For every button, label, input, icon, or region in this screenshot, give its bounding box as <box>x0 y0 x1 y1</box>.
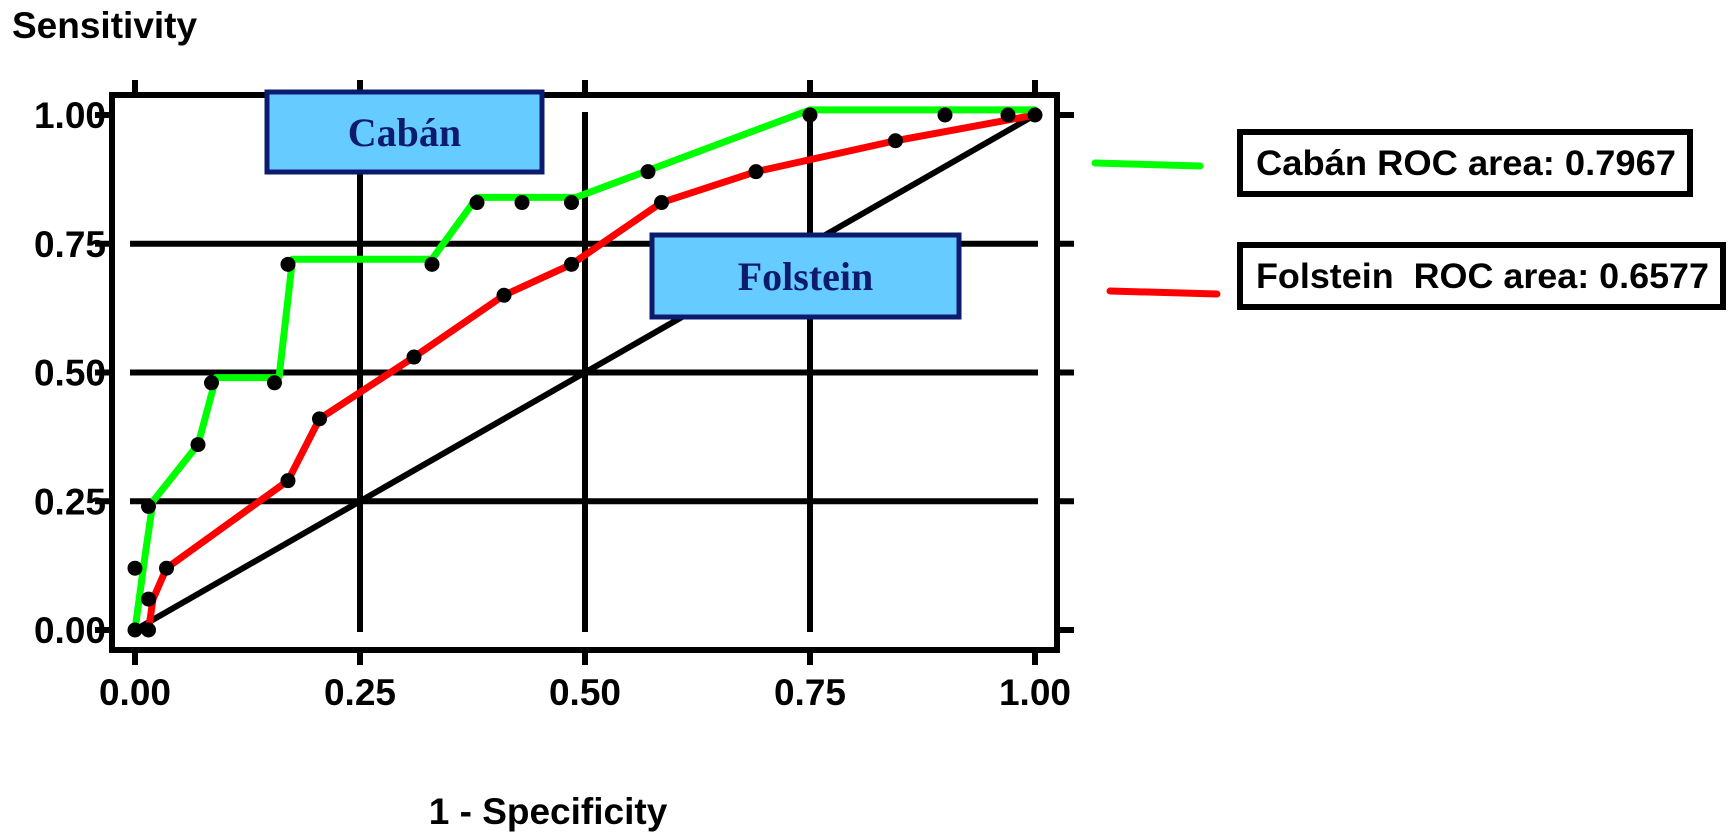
legend-box <box>1237 242 1726 310</box>
data-points <box>127 107 1043 638</box>
y-tick-label: 1.00 <box>34 95 106 136</box>
legend-box <box>1237 129 1693 197</box>
data-point <box>406 349 422 365</box>
data-point <box>564 256 579 272</box>
data-point <box>1000 107 1016 123</box>
annotation-label: Cabán <box>348 110 461 155</box>
axis-labels: 0.00 0.25 0.50 0.75 1.00 0.00 0.25 0.50 0.75 1.00… <box>12 5 1071 832</box>
data-point <box>141 591 156 607</box>
y-tick-label: 0.50 <box>34 353 106 394</box>
data-point <box>748 164 764 180</box>
annotation-box <box>264 89 545 175</box>
annotations: Cabán Folstein <box>264 89 962 320</box>
data-point <box>312 411 327 427</box>
data-point <box>141 622 156 638</box>
data-point <box>496 287 512 303</box>
x-tick-label: 0.50 <box>549 672 621 713</box>
y-tick-label: 0.25 <box>34 481 106 522</box>
data-point <box>640 164 656 180</box>
y-tick-label: 0.75 <box>34 224 106 265</box>
data-point <box>888 133 903 149</box>
data-point <box>159 560 174 576</box>
annotation-label: Folstein <box>738 254 874 299</box>
x-tick-label: 1.00 <box>999 672 1071 713</box>
data-point <box>127 622 143 638</box>
x-tick-label: 0.25 <box>324 672 396 713</box>
legend: Cabán ROC area: 0.7967 Folstein ROC area:… <box>1091 129 1726 310</box>
legend-label: Folstein ROC area: 0.6577 <box>1256 257 1709 296</box>
legend-swatch <box>1106 287 1221 298</box>
data-point <box>1027 107 1043 123</box>
data-point <box>424 256 440 272</box>
annotation-cabn: Cabán <box>264 89 545 175</box>
x-tick-label: 0.00 <box>99 672 171 713</box>
data-point <box>654 195 669 211</box>
data-point <box>267 375 282 391</box>
y-axis-label: Sensitivity <box>12 5 197 46</box>
legend-swatch <box>1091 159 1204 170</box>
reference-diagonal-line <box>132 112 1038 633</box>
annotation-box <box>649 232 962 320</box>
legend-label: Cabán ROC area: 0.7967 <box>1256 144 1676 183</box>
data-point <box>141 498 156 514</box>
data-point <box>564 195 579 211</box>
data-point <box>280 473 296 489</box>
legend-item-folstein: Folstein ROC area: 0.6577 <box>1106 242 1726 310</box>
data-point <box>937 107 953 123</box>
legend-item-cabn: Cabán ROC area: 0.7967 <box>1091 129 1693 197</box>
y-tick-label: 0.00 <box>34 610 106 651</box>
annotation-folstein: Folstein <box>649 232 962 320</box>
data-point <box>127 560 143 576</box>
data-point <box>514 195 530 211</box>
data-point <box>190 437 206 453</box>
data-point <box>802 107 818 123</box>
data-point <box>469 195 485 211</box>
x-axis-label: 1 - Specificity <box>429 791 668 832</box>
data-point <box>280 256 296 272</box>
data-point <box>204 375 219 391</box>
x-tick-label: 0.75 <box>774 672 846 713</box>
